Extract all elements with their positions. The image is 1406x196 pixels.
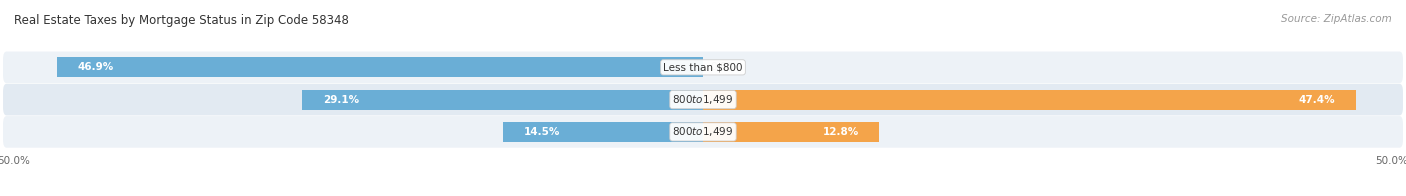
FancyBboxPatch shape <box>3 52 1403 83</box>
Text: 47.4%: 47.4% <box>1299 95 1336 105</box>
Bar <box>703 90 1357 110</box>
Text: 46.9%: 46.9% <box>77 62 114 72</box>
Text: 29.1%: 29.1% <box>323 95 359 105</box>
Bar <box>703 122 879 142</box>
FancyBboxPatch shape <box>3 116 1403 148</box>
Text: $800 to $1,499: $800 to $1,499 <box>672 125 734 138</box>
Text: Less than $800: Less than $800 <box>664 62 742 72</box>
FancyBboxPatch shape <box>3 84 1403 115</box>
Bar <box>56 57 703 77</box>
Text: $800 to $1,499: $800 to $1,499 <box>672 93 734 106</box>
Text: 14.5%: 14.5% <box>524 127 560 137</box>
Text: 12.8%: 12.8% <box>823 127 859 137</box>
Bar <box>302 90 703 110</box>
Bar <box>503 122 703 142</box>
Text: Real Estate Taxes by Mortgage Status in Zip Code 58348: Real Estate Taxes by Mortgage Status in … <box>14 14 349 27</box>
Text: 0.0%: 0.0% <box>710 62 737 72</box>
Text: Source: ZipAtlas.com: Source: ZipAtlas.com <box>1281 14 1392 24</box>
